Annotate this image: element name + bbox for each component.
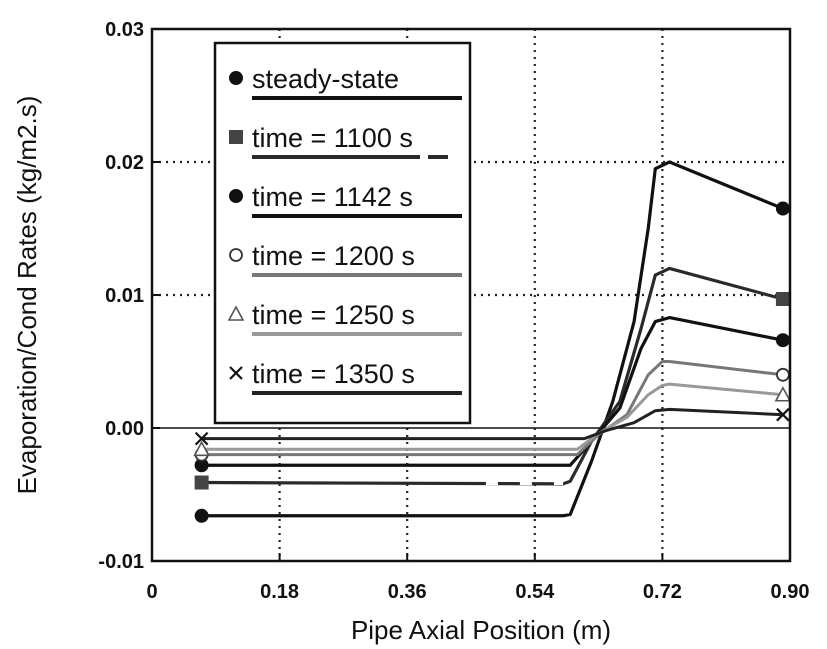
- x-tick-label: 0: [146, 581, 157, 603]
- y-tick-label: 0.01: [105, 285, 144, 307]
- legend-frame: [213, 41, 472, 425]
- series-marker: [194, 458, 209, 473]
- series-marker: [775, 201, 790, 216]
- axis-ticks: 0 0.18 0.36 0.54 0.72 0.90 -0.01 0.00 0.01 0.02 0.…: [98, 19, 809, 603]
- series-marker: [194, 508, 209, 523]
- series-marker: [229, 248, 243, 262]
- series-marker: [776, 367, 790, 382]
- y-axis-title: Evaporation/Cond Rates (kg/m2.s): [12, 96, 42, 495]
- y-tick-label: 0.00: [105, 418, 144, 440]
- series-marker: [229, 71, 243, 85]
- series-marker: [774, 386, 792, 402]
- series-lines: [201, 160, 784, 518]
- series-line: [201, 160, 784, 518]
- x-tick-label: 0.36: [388, 581, 427, 603]
- legend-label: time = 1100 s: [252, 123, 413, 153]
- series-line: [201, 316, 784, 467]
- series-end-markers: [193, 201, 792, 523]
- y-tick-label: 0.03: [105, 19, 144, 41]
- series-marker: [776, 407, 790, 422]
- series-marker: [775, 333, 790, 348]
- legend-label: time = 1250 s: [252, 300, 415, 330]
- legend: steady-state time = 1100 s time = 1142 s ti…: [213, 41, 472, 425]
- series-marker: [227, 305, 245, 321]
- x-tick-label: 0.90: [771, 581, 810, 603]
- x-axis-title: Pipe Axial Position (m): [351, 615, 611, 645]
- legend-label: time = 1142 s: [252, 182, 413, 212]
- legend-label: steady-state: [252, 64, 399, 94]
- series-line: [201, 382, 784, 451]
- legend-label: time = 1200 s: [252, 241, 415, 271]
- y-tick-label: 0.02: [105, 152, 144, 174]
- series-line: [201, 407, 783, 441]
- x-tick-label: 0.18: [260, 581, 299, 603]
- x-tick-label: 0.54: [515, 581, 555, 603]
- series-marker: [775, 291, 790, 306]
- legend-label: time = 1350 s: [252, 359, 415, 389]
- series-marker: [229, 130, 243, 144]
- series-line: [201, 266, 784, 486]
- series-line: [201, 360, 784, 457]
- series-marker: [229, 189, 243, 203]
- series-marker: [229, 366, 243, 380]
- series-marker: [194, 431, 209, 446]
- x-tick-label: 0.72: [643, 581, 682, 603]
- y-tick-label: -0.01: [98, 551, 144, 573]
- series-marker: [193, 440, 210, 457]
- series-marker: [194, 475, 209, 490]
